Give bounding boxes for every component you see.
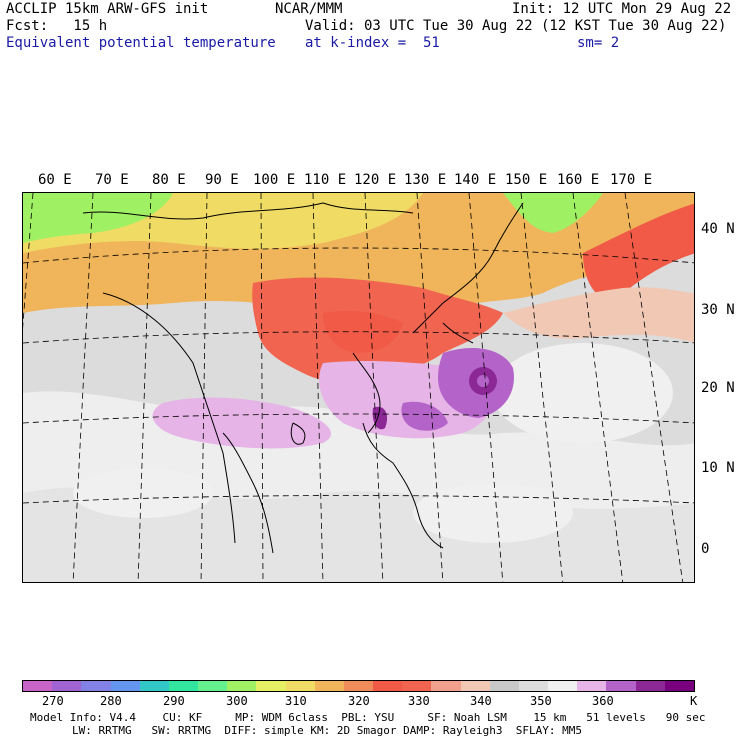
colorbar-swatch [577,681,607,691]
colorbar-swatch [227,681,257,691]
lat-label: 0 [701,541,710,557]
colorbar-swatch [343,681,374,691]
colorbar-tick: 360 [592,694,614,708]
colorbar-swatch [198,681,228,691]
field-name: Equivalent potential temperature [6,35,276,51]
lon-label: 140 E [454,172,497,188]
colorbar-swatch [460,681,490,691]
init-time: Init: 12 UTC Mon 29 Aug 22 [512,1,732,17]
colorbar-swatch [110,681,140,691]
colorbar-tick: 290 [163,694,185,708]
colorbar-tick: 300 [226,694,248,708]
colorbar-tick: 330 [408,694,430,708]
colorbar-swatch [52,681,82,691]
level-index: at k-index = 51 [305,35,440,51]
colorbar-swatch [139,681,169,691]
lon-label: 60 E [38,172,72,188]
colorbar-tick: 340 [470,694,492,708]
colorbar-swatch [314,681,344,691]
forecast-hour: Fcst: 15 h [6,18,108,34]
center-label: NCAR/MMM [275,1,343,17]
map-panel [22,192,695,583]
colorbar-unit: K [690,694,698,708]
colorbar-swatch [635,681,665,691]
lat-label: 40 N [701,221,735,237]
lon-label: 100 E [253,172,296,188]
model-info: Model Info: V4.4 CU: KF MP: WDM 6class P… [30,711,706,724]
lon-label: 170 E [610,172,653,188]
colorbar-swatch [489,681,519,691]
colorbar-tick: 320 [348,694,370,708]
lon-label: 150 E [505,172,548,188]
valid-time: Valid: 03 UTC Tue 30 Aug 22 (12 KST Tue … [305,18,727,34]
model-title: ACCLIP 15km ARW-GFS init [6,1,209,17]
colorbar-swatch [606,681,636,691]
colorbar [22,680,695,692]
lat-label: 20 N [701,380,735,396]
colorbar-swatch [81,681,111,691]
lon-label: 110 E [304,172,347,188]
lon-label: 120 E [354,172,397,188]
colorbar-tick: 280 [100,694,122,708]
lat-label: 30 N [701,302,735,318]
model-physics: LW: RRTMG SW: RRTMG DIFF: simple KM: 2D … [72,724,582,737]
colorbar-swatch [548,681,578,691]
colorbar-swatch [168,681,199,691]
colorbar-swatch [23,681,53,691]
colorbar-swatch [431,681,461,691]
lon-label: 90 E [205,172,239,188]
colorbar-tick: 310 [285,694,307,708]
colorbar-swatch [518,681,549,691]
smoothing: sm= 2 [577,35,620,51]
lat-label: 10 N [701,460,735,476]
lon-label: 160 E [557,172,600,188]
lon-label: 130 E [404,172,447,188]
colorbar-swatch [256,681,286,691]
colorbar-swatch [373,681,403,691]
colorbar-swatch [402,681,432,691]
colorbar-swatch [285,681,315,691]
colorbar-tick: 270 [42,694,64,708]
lon-label: 70 E [95,172,129,188]
theta-e-field [23,193,694,582]
colorbar-swatch [664,681,694,691]
colorbar-tick: 350 [530,694,552,708]
lon-label: 80 E [152,172,186,188]
